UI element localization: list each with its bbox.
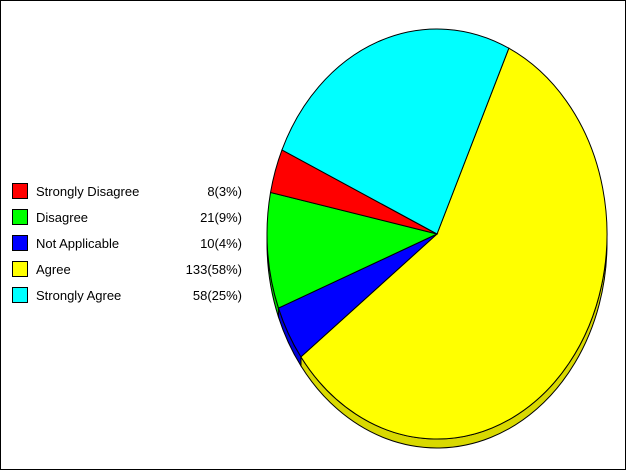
legend-item-strongly-agree: Strongly Agree 58(25%) bbox=[12, 282, 242, 308]
legend-label-disagree: Disagree bbox=[36, 209, 89, 225]
legend-item-agree: Agree 133(58%) bbox=[12, 256, 242, 282]
legend-item-disagree: Disagree 21(9%) bbox=[12, 204, 242, 230]
legend: Strongly Disagree 8(3%) Disagree 21(9%) … bbox=[12, 178, 242, 308]
pie-slice-strongly-agree bbox=[281, 28, 510, 235]
legend-swatch-strongly-disagree bbox=[12, 183, 28, 199]
pie-slice-agree bbox=[300, 47, 608, 440]
legend-item-not-applicable: Not Applicable 10(4%) bbox=[12, 230, 242, 256]
legend-value-strongly-disagree: 8(3%) bbox=[207, 183, 242, 199]
legend-swatch-agree bbox=[12, 261, 28, 277]
legend-swatch-strongly-agree bbox=[12, 287, 28, 303]
legend-label-not-applicable: Not Applicable bbox=[36, 235, 120, 251]
legend-swatch-not-applicable bbox=[12, 235, 28, 251]
legend-item-strongly-disagree: Strongly Disagree 8(3%) bbox=[12, 178, 242, 204]
legend-value-not-applicable: 10(4%) bbox=[200, 235, 242, 251]
legend-value-disagree: 21(9%) bbox=[200, 209, 242, 225]
legend-label-strongly-disagree: Strongly Disagree bbox=[36, 183, 140, 199]
legend-label-agree: Agree bbox=[36, 261, 71, 277]
pie-slice-disagree bbox=[266, 191, 439, 309]
pie-top bbox=[266, 28, 608, 440]
legend-swatch-disagree bbox=[12, 209, 28, 225]
legend-label-strongly-agree: Strongly Agree bbox=[36, 287, 122, 303]
legend-value-strongly-agree: 58(25%) bbox=[192, 287, 242, 303]
legend-value-agree: 133(58%) bbox=[185, 261, 242, 277]
